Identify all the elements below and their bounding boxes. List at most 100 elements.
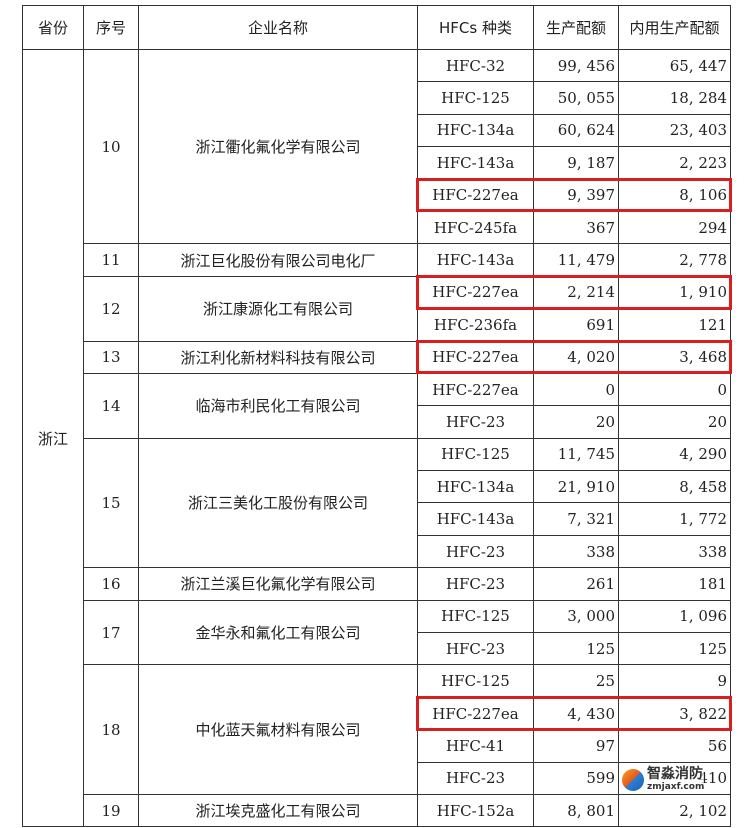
header-number: 序号 [83, 5, 139, 50]
internal-quota: 20 [618, 405, 731, 439]
table-row: 19 浙江埃克盛化工有限公司 HFC-152a 8, 801 2, 102 [23, 793, 731, 828]
company-name: 浙江三美化工股份有限公司 [138, 437, 418, 569]
internal-quota: 2, 102 [618, 793, 731, 828]
company-number: 18 [83, 664, 139, 795]
production-quota: 60, 624 [533, 113, 619, 148]
table-row: 16 浙江兰溪巨化氟化学有限公司 HFC-23 261 181 [23, 567, 731, 601]
hfc-type: HFC-227ea [417, 696, 534, 731]
internal-quota: 56 [618, 729, 731, 763]
hfc-type: HFC-227ea [417, 275, 534, 310]
header-internal-quota: 内用生产配额 [618, 5, 731, 50]
internal-quota: 3, 822 [618, 696, 731, 731]
table-row: 13 浙江利化新材料科技有限公司 HFC-227ea 4, 020 3, 468 [23, 340, 731, 374]
hfc-type: HFC-227ea [417, 340, 534, 374]
hfc-quota-table: 省份 序号 企业名称 HFCs 种类 生产配额 内用生产配额 浙江 10 浙江衢化氟… [22, 5, 731, 828]
company-name: 浙江巨化股份有限公司电化厂 [138, 243, 418, 277]
production-quota: 11, 479 [533, 243, 619, 277]
company-number: 14 [83, 372, 139, 439]
company-name: 浙江康源化工有限公司 [138, 275, 418, 342]
production-quota: 25 [533, 664, 619, 698]
table-row: HFC-23 338 338 [23, 534, 731, 569]
company-name: 浙江埃克盛化工有限公司 [138, 793, 418, 828]
production-quota: 21, 910 [533, 470, 619, 504]
internal-quota: 3, 468 [618, 340, 731, 374]
company-number: 11 [83, 243, 139, 277]
internal-quota: 4, 290 [618, 437, 731, 472]
watermark-name: 智淼消防 [647, 766, 703, 782]
production-quota: 7, 321 [533, 502, 619, 536]
internal-quota: 65, 447 [618, 48, 731, 83]
production-quota: 11, 745 [533, 437, 619, 472]
company-number: 10 [83, 48, 139, 245]
internal-quota: 1, 096 [618, 599, 731, 634]
watermark: 智淼消防 zmjaxf.com [622, 766, 705, 792]
production-quota: 8, 801 [533, 793, 619, 828]
production-quota: 599 [533, 761, 619, 795]
internal-quota: 125 [618, 632, 731, 666]
production-quota: 50, 055 [533, 81, 619, 115]
table-row: HFC-23 125 125 [23, 632, 731, 666]
production-quota: 367 [533, 210, 619, 245]
table-row: HFC-143a 9, 187 2, 223 [23, 146, 731, 180]
company-name: 中化蓝天氟材料有限公司 [138, 664, 418, 795]
company-name: 浙江衢化氟化学有限公司 [138, 48, 418, 245]
header-province: 省份 [22, 5, 84, 50]
watermark-logo-icon [622, 768, 644, 791]
table-row: HFC-23 20 20 [23, 405, 731, 439]
company-number: 17 [83, 599, 139, 666]
table-row: HFC-143a 7, 321 1, 772 [23, 502, 731, 536]
company-number: 15 [83, 437, 139, 569]
production-quota: 99, 456 [533, 48, 619, 83]
table-row: HFC-134a 60, 624 23, 403 [23, 113, 731, 148]
internal-quota: 8, 106 [618, 178, 731, 212]
table-row: 18 中化蓝天氟材料有限公司 HFC-125 25 9 [23, 664, 731, 795]
table-row: 14 临海市利民化工有限公司 HFC-227ea 0 0 [23, 372, 731, 439]
production-quota: 9, 187 [533, 146, 619, 180]
table-row: 15 浙江三美化工股份有限公司 HFC-125 11, 745 4, 290 [23, 437, 731, 569]
hfc-type: HFC-23 [417, 632, 534, 666]
production-quota: 0 [533, 372, 619, 407]
hfc-type: HFC-23 [417, 405, 534, 439]
hfc-type: HFC-143a [417, 146, 534, 180]
internal-quota: 18, 284 [618, 81, 731, 115]
internal-quota: 121 [618, 308, 731, 342]
company-number: 13 [83, 340, 139, 374]
hfc-type: HFC-227ea [417, 178, 534, 212]
hfc-type: HFC-125 [417, 81, 534, 115]
hfc-type: HFC-23 [417, 761, 534, 795]
internal-quota: 1, 772 [618, 502, 731, 536]
internal-quota: 23, 403 [618, 113, 731, 148]
table-row: HFC-134a 21, 910 8, 458 [23, 470, 731, 504]
internal-quota: 338 [618, 534, 731, 569]
watermark-url: zmjaxf.com [647, 782, 705, 792]
hfc-type: HFC-125 [417, 437, 534, 472]
hfc-type: HFC-32 [417, 48, 534, 83]
company-number: 16 [83, 567, 139, 601]
hfc-type: HFC-125 [417, 599, 534, 634]
production-quota: 4, 430 [533, 696, 619, 731]
hfc-type: HFC-152a [417, 793, 534, 828]
production-quota: 9, 397 [533, 178, 619, 212]
production-quota: 20 [533, 405, 619, 439]
hfc-type: HFC-23 [417, 567, 534, 601]
production-quota: 261 [533, 567, 619, 601]
table-row: HFC-236fa 691 121 [23, 308, 731, 342]
company-name: 临海市利民化工有限公司 [138, 372, 418, 439]
internal-quota: 294 [618, 210, 731, 245]
table-row: HFC-125 50, 055 18, 284 [23, 81, 731, 115]
production-quota: 4, 020 [533, 340, 619, 374]
province-cell: 浙江 [22, 48, 84, 828]
internal-quota: 2, 778 [618, 243, 731, 277]
internal-quota: 9 [618, 664, 731, 698]
production-quota: 2, 214 [533, 275, 619, 310]
internal-quota: 1, 910 [618, 275, 731, 310]
hfc-type: HFC-23 [417, 534, 534, 569]
internal-quota: 8, 458 [618, 470, 731, 504]
company-name: 浙江兰溪巨化氟化学有限公司 [138, 567, 418, 601]
table-row: 11 浙江巨化股份有限公司电化厂 HFC-143a 11, 479 2, 778 [23, 243, 731, 277]
production-quota: 97 [533, 729, 619, 763]
hfc-type: HFC-143a [417, 243, 534, 277]
production-quota: 691 [533, 308, 619, 342]
hfc-type: HFC-245fa [417, 210, 534, 245]
company-name: 金华永和氟化工有限公司 [138, 599, 418, 666]
